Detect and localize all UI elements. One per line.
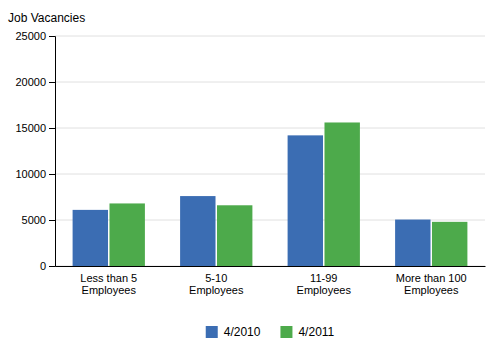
legend-item: 4/2011 bbox=[280, 325, 334, 339]
tick-label: More than 100Employees bbox=[396, 272, 467, 297]
tick-label: 10000 bbox=[15, 168, 46, 180]
chart-container: 0500010000150002000025000Less than 5Empl… bbox=[0, 0, 500, 350]
tick: More than 100Employees bbox=[396, 266, 467, 296]
tick: 15000 bbox=[15, 122, 55, 134]
x-axis: Less than 5Employees5-10Employees11-99Em… bbox=[56, 266, 486, 296]
y-axis-title: Job Vacancies bbox=[8, 11, 85, 25]
grid-line bbox=[55, 36, 485, 37]
legend-label: 4/2010 bbox=[224, 325, 261, 339]
tick: 0 bbox=[40, 260, 55, 272]
tick-label: 5000 bbox=[22, 214, 46, 226]
tick-mark bbox=[49, 82, 55, 83]
tick-label-line: 11-99 bbox=[310, 272, 337, 284]
bar bbox=[180, 196, 215, 266]
tick-mark bbox=[49, 36, 55, 37]
tick-label: 5-10Employees bbox=[189, 272, 244, 297]
legend-label: 4/2011 bbox=[298, 325, 334, 339]
tick-mark bbox=[49, 220, 55, 221]
tick: 5000 bbox=[22, 214, 55, 226]
bar bbox=[324, 122, 359, 266]
bar bbox=[217, 205, 252, 266]
bar-series bbox=[73, 135, 431, 266]
legend-swatch bbox=[206, 326, 218, 338]
bar bbox=[432, 222, 467, 266]
tick: 11-99Employees bbox=[297, 266, 352, 296]
grid-line bbox=[55, 82, 485, 83]
tick-label-line: Employees bbox=[189, 284, 244, 296]
tick: 10000 bbox=[15, 168, 55, 180]
tick-label-line: Less than 5 bbox=[80, 272, 137, 284]
axis-line bbox=[49, 37, 56, 267]
bar bbox=[395, 220, 430, 266]
bar bbox=[109, 203, 144, 266]
bar-series bbox=[109, 122, 467, 266]
grid bbox=[55, 36, 485, 266]
axis-line bbox=[56, 266, 486, 267]
tick-label-line: Employees bbox=[82, 284, 137, 296]
tick: 20000 bbox=[15, 76, 55, 88]
bars bbox=[73, 122, 468, 266]
legend-item: 4/2010 bbox=[206, 325, 261, 339]
tick-label-line: Employees bbox=[404, 284, 459, 296]
legend-swatch bbox=[280, 326, 292, 338]
bar bbox=[73, 210, 108, 266]
y-axis: 0 5000 10000 15000 20000 25000 bbox=[15, 30, 55, 272]
tick: 5-10Employees bbox=[189, 266, 244, 296]
tick-label-line: 5-10 bbox=[205, 272, 227, 284]
tick: 25000 bbox=[15, 30, 55, 42]
tick-label: Less than 5Employees bbox=[80, 272, 137, 297]
tick-label: 11-99Employees bbox=[297, 272, 352, 297]
grid-line bbox=[55, 128, 485, 129]
tick-mark bbox=[49, 128, 55, 129]
tick-mark bbox=[49, 266, 55, 267]
plot: 0500010000150002000025000Less than 5Empl… bbox=[15, 30, 485, 296]
grid-line bbox=[55, 174, 485, 175]
tick-mark bbox=[49, 174, 55, 175]
bar bbox=[288, 135, 323, 266]
chart: 0500010000150002000025000Less than 5Empl… bbox=[0, 0, 500, 350]
tick-label: 0 bbox=[40, 260, 46, 272]
tick-label: 25000 bbox=[15, 30, 46, 42]
tick: Less than 5Employees bbox=[80, 266, 137, 296]
legend: 4/2010 4/2011 bbox=[206, 325, 335, 339]
tick-label: 15000 bbox=[15, 122, 46, 134]
tick-label-line: More than 100 bbox=[396, 272, 467, 284]
tick-label-line: Employees bbox=[297, 284, 352, 296]
tick-label: 20000 bbox=[15, 76, 46, 88]
